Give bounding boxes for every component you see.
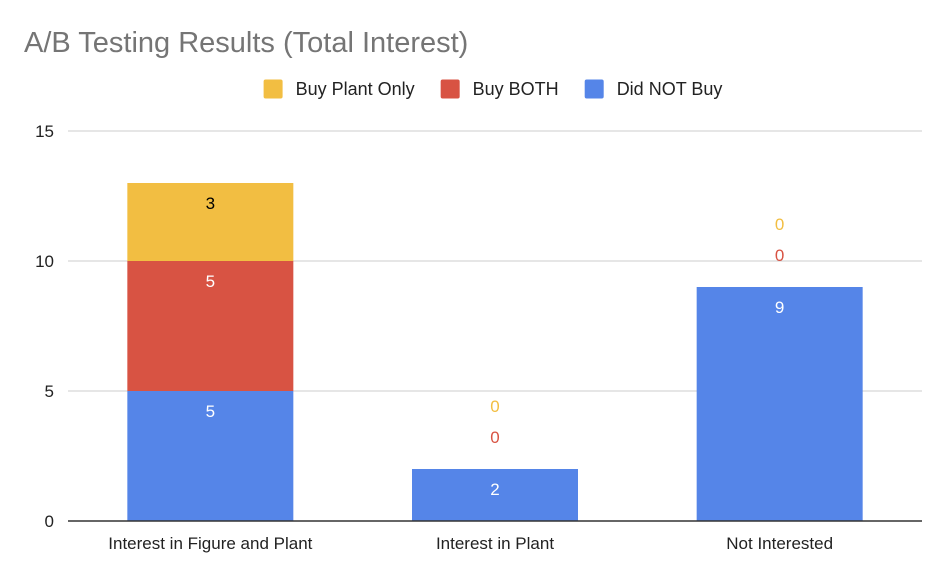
data-label-did-not-buy-interest-in-figure-and-plant: 5 — [206, 402, 215, 421]
x-tick-label: Not Interested — [726, 534, 833, 553]
data-label-buy-plant-only-not-interested: 0 — [775, 215, 784, 234]
x-axis-ticks: Interest in Figure and Plant Interest in … — [108, 534, 833, 553]
legend-label-buy-both: Buy BOTH — [473, 79, 559, 99]
bar-did-not-buy-interest-in-plant — [412, 469, 578, 521]
x-tick-label: Interest in Plant — [436, 534, 554, 553]
bar-did-not-buy-not-interested — [696, 287, 863, 521]
chart-title: A/B Testing Results (Total Interest) — [24, 27, 468, 59]
legend-swatch-buy-both — [440, 79, 460, 99]
legend-swatch-buy-plant-only — [263, 79, 283, 99]
data-label-buy-plant-only-interest-in-figure-and-plant: 3 — [206, 194, 215, 213]
legend-label-did-not-buy: Did NOT Buy — [617, 79, 723, 99]
bar-did-not-buy-interest-in-figure-and-plant — [127, 391, 294, 521]
bar-buy-both-interest-in-figure-and-plant — [127, 261, 294, 391]
bars — [127, 183, 863, 521]
data-label-buy-both-not-interested: 0 — [775, 246, 784, 265]
legend-swatch-did-not-buy — [584, 79, 604, 99]
data-label-buy-plant-only-interest-in-plant: 0 — [490, 397, 499, 416]
legend-label-buy-plant-only: Buy Plant Only — [296, 79, 415, 99]
bar-buy-plant-only-interest-in-figure-and-plant — [127, 183, 294, 261]
y-tick-label: 15 — [35, 122, 54, 141]
data-label-did-not-buy-not-interested: 9 — [775, 298, 784, 317]
y-tick-label: 10 — [35, 252, 54, 271]
y-axis-ticks: 0 5 10 15 — [35, 122, 54, 531]
legend: Buy Plant Only Buy BOTH Did NOT Buy — [263, 79, 723, 99]
x-tick-label: Interest in Figure and Plant — [108, 534, 312, 553]
data-label-buy-both-interest-in-figure-and-plant: 5 — [206, 272, 215, 291]
y-tick-label: 5 — [45, 382, 54, 401]
data-label-did-not-buy-interest-in-plant: 2 — [490, 480, 499, 499]
data-labels: 5 5 3 2 0 0 9 0 0 — [206, 194, 785, 499]
data-label-buy-both-interest-in-plant: 0 — [490, 428, 499, 447]
y-tick-label: 0 — [45, 512, 54, 531]
